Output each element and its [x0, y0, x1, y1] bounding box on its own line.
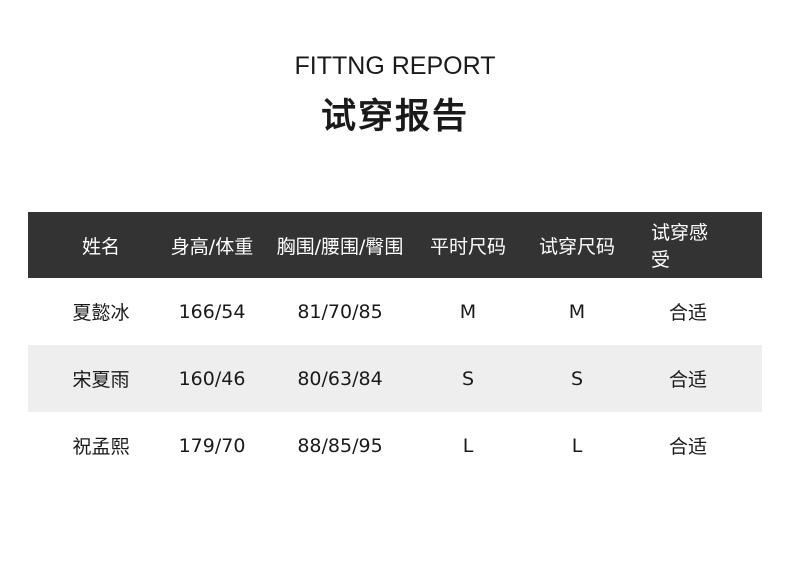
cell-measurements: 80/63/84	[297, 367, 383, 390]
cell-trial-size: M	[568, 300, 586, 323]
cell-feeling: 合适	[668, 436, 708, 458]
header-name: 姓名	[81, 235, 121, 258]
header-feeling: 试穿感受	[651, 222, 709, 271]
header-height-weight: 身高/体重	[170, 235, 254, 258]
cell-trial-size: L	[571, 434, 583, 457]
cell-feeling: 合适	[668, 369, 708, 391]
cell-usual-size: S	[461, 367, 475, 390]
title-english: FITTNG REPORT	[294, 52, 496, 80]
cell-feeling: 合适	[668, 302, 708, 324]
fitting-table: 姓名 身高/体重 胸围/腰围/臀围 平时尺码 试穿尺码 试穿感受 夏懿冰 166…	[28, 212, 762, 479]
table-row: 宋夏雨 160/46 80/63/84 S S 合适	[28, 345, 762, 412]
cell-trial-size: S	[570, 367, 584, 390]
title-chinese: 试穿报告	[320, 97, 469, 137]
cell-height-weight: 179/70	[178, 434, 246, 457]
cell-measurements: 81/70/85	[297, 300, 383, 323]
cell-usual-size: L	[462, 434, 474, 457]
header-measurements: 胸围/腰围/臀围	[276, 235, 404, 258]
header-usual-size: 平时尺码	[429, 235, 507, 258]
cell-usual-size: M	[459, 300, 477, 323]
table-row: 夏懿冰 166/54 81/70/85 M M 合适	[28, 278, 762, 345]
table-row: 祝孟熙 179/70 88/85/95 L L 合适	[28, 412, 762, 479]
cell-height-weight: 166/54	[178, 300, 246, 323]
cell-height-weight: 160/46	[178, 367, 246, 390]
table-header: 姓名 身高/体重 胸围/腰围/臀围 平时尺码 试穿尺码 试穿感受	[28, 212, 762, 278]
header-trial-size: 试穿尺码	[538, 235, 616, 258]
cell-name: 夏懿冰	[72, 302, 130, 324]
cell-name: 祝孟熙	[72, 436, 130, 458]
cell-measurements: 88/85/95	[297, 434, 383, 457]
cell-name: 宋夏雨	[72, 369, 130, 391]
